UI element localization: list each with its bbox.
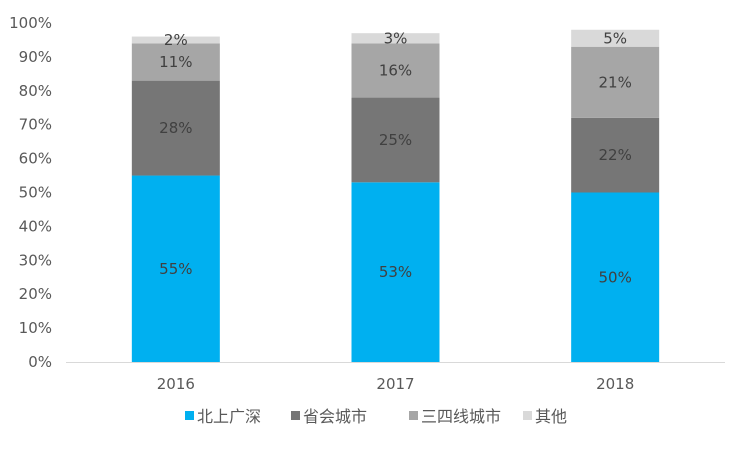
y-tick-label: 20%: [19, 285, 52, 303]
legend-swatch: [291, 411, 300, 420]
bar-segment-2018-3: [571, 46, 660, 118]
bar-segment-2018-1: [571, 192, 660, 362]
x-tick-label: 2017: [376, 375, 414, 393]
bar-segment-2018-2: [571, 117, 660, 193]
data-label: 21%: [598, 73, 631, 91]
bar-segment-2017-4: [351, 33, 440, 44]
bar-segment-2016-1: [131, 175, 220, 362]
bar-segment-2016-4: [131, 36, 220, 44]
data-labels: 55% 28% 11% 2% 53% 25% 16% 3% 50% 22% 21% 5%: [159, 29, 632, 286]
bar-segment-2018-4: [571, 29, 660, 47]
data-label: 55%: [159, 260, 192, 278]
legend-label: 省会城市: [303, 407, 367, 426]
y-tick-label: 30%: [19, 251, 52, 269]
y-tick-label: 60%: [19, 150, 52, 168]
y-axis: 0% 10% 20% 30% 40% 50% 60% 70% 80% 90% 100%: [9, 14, 52, 371]
legend-swatch: [185, 411, 194, 420]
data-label: 3%: [384, 29, 408, 47]
bar-segment-2016-2: [131, 80, 220, 176]
bar-segment-2017-3: [351, 43, 440, 98]
y-tick-label: 10%: [19, 319, 52, 337]
bar-segment-2016-3: [131, 43, 220, 81]
legend-label: 三四线城市: [421, 407, 501, 426]
bars: [131, 29, 660, 362]
y-tick-label: 100%: [9, 14, 52, 32]
data-label: 53%: [379, 263, 412, 281]
legend-label: 北上广深: [197, 407, 261, 426]
data-label: 2%: [164, 31, 188, 49]
legend-swatch: [409, 411, 418, 420]
y-tick-label: 40%: [19, 217, 52, 235]
legend-label: 其他: [535, 407, 567, 426]
data-label: 22%: [598, 146, 631, 164]
data-label: 28%: [159, 119, 192, 137]
data-label: 11%: [159, 53, 192, 71]
y-tick-label: 80%: [19, 82, 52, 100]
data-label: 5%: [603, 29, 627, 47]
y-tick-label: 0%: [28, 353, 52, 371]
data-label: 25%: [379, 131, 412, 149]
legend: 北上广深 省会城市 三四线城市 其他: [185, 407, 567, 426]
bar-segment-2017-2: [351, 97, 440, 183]
x-tick-label: 2016: [157, 375, 195, 393]
x-axis: 2016 2017 2018: [157, 375, 635, 393]
y-tick-label: 90%: [19, 48, 52, 66]
legend-swatch: [523, 411, 532, 420]
y-tick-label: 70%: [19, 116, 52, 134]
data-label: 50%: [598, 268, 631, 286]
bar-segment-2017-1: [351, 182, 440, 362]
x-tick-label: 2018: [596, 375, 634, 393]
y-tick-label: 50%: [19, 184, 52, 202]
data-label: 16%: [379, 61, 412, 79]
